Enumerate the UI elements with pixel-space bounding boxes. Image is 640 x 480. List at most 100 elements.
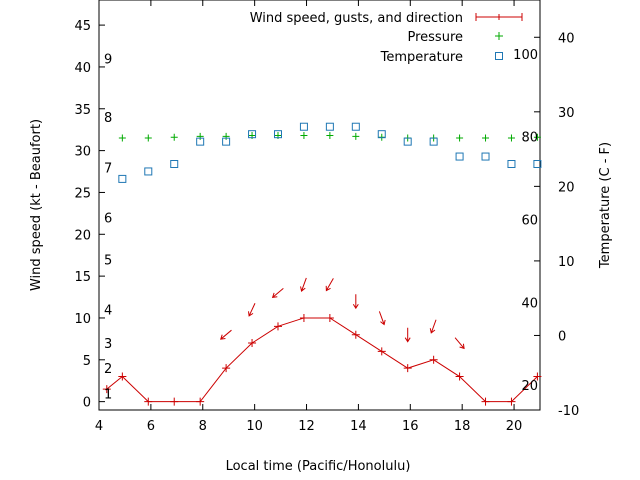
pressure-point: [533, 133, 541, 141]
wind-speed-point: [118, 372, 127, 381]
x-tick-label: 18: [454, 419, 471, 434]
pressure-point: [196, 132, 204, 140]
pressure-point: [326, 132, 334, 140]
wind-speed-point: [196, 397, 205, 406]
pressure-point: [456, 134, 464, 142]
tick-layer: [98, 0, 540, 411]
x-axis-label: Local time (Pacific/Honolulu): [226, 459, 411, 474]
wind-direction-arrow: [300, 277, 307, 292]
legend-wind-label: Wind speed, gusts, and direction: [250, 11, 463, 26]
x-tick-label: 16: [402, 419, 419, 434]
beaufort-label: 7: [104, 161, 112, 176]
x-tick-label: 20: [506, 419, 523, 434]
y-tick-label-right: -10: [558, 404, 579, 419]
wind-speed-point: [102, 385, 111, 394]
beaufort-label: 9: [104, 53, 112, 68]
wind-speed-point: [533, 372, 542, 381]
pressure-point: [118, 134, 126, 142]
pressure-point: [144, 134, 152, 142]
y-tick-label-left: 0: [83, 396, 91, 411]
wind-speed-point: [507, 397, 516, 406]
wind-speed-line: [106, 317, 538, 403]
temperature-point: [377, 130, 386, 139]
wind-direction-arrow: [352, 294, 359, 310]
beaufort-label: 3: [104, 337, 112, 352]
fahrenheit-label: 20: [521, 379, 538, 394]
temperature-point: [325, 122, 334, 131]
legend-wind-symbol: [475, 13, 523, 21]
y-tick-label-right: 40: [558, 31, 575, 46]
wind-direction-arrow: [248, 303, 256, 317]
wind-speed-point: [455, 372, 464, 381]
y-tick-label-left: 30: [74, 145, 91, 160]
beaufort-label: 5: [104, 253, 112, 268]
temperature-point: [196, 137, 205, 146]
temperature-point: [429, 137, 438, 146]
y-tick-label-left: 35: [74, 103, 91, 118]
wind-speed-point: [325, 313, 334, 322]
marks-layer: [102, 122, 542, 406]
temperature-point: [170, 160, 179, 168]
y-tick-label-left: 15: [74, 270, 91, 285]
y-tick-label-right: 20: [558, 180, 575, 195]
beaufort-label: 6: [104, 212, 112, 227]
temperature-point: [222, 137, 231, 146]
temperature-point: [403, 137, 412, 146]
y-tick-label-left: 10: [74, 312, 91, 327]
pressure-point: [170, 133, 178, 141]
x-tick-label: 6: [147, 419, 155, 434]
y-axis-label-right: Temperature (C - F): [598, 142, 613, 269]
wind-speed-point: [377, 347, 386, 356]
legend-temperature-symbol: [495, 52, 503, 60]
fahrenheit-label: 100: [513, 48, 538, 63]
plot-frame: [98, 0, 541, 411]
pressure-point: [222, 132, 230, 140]
wind-speed-point: [403, 364, 412, 373]
beaufort-label: 1: [104, 387, 112, 402]
y-tick-label-left: 45: [74, 19, 91, 34]
temperature-point: [118, 174, 127, 183]
pressure-point: [482, 134, 490, 142]
x-tick-label: 8: [199, 419, 207, 434]
wind-direction-arrow: [220, 329, 232, 340]
temperature-point: [481, 152, 490, 161]
wind-speed-point: [351, 330, 360, 339]
wind-direction-arrow: [404, 327, 411, 343]
temperature-point: [507, 160, 516, 168]
wind-speed-point: [248, 339, 257, 348]
temperature-point: [248, 130, 257, 139]
pressure-point: [352, 132, 360, 140]
legend: Wind speed, gusts, and direction Pressur…: [250, 11, 523, 65]
wind-speed-point: [481, 397, 490, 406]
x-tick-label: 14: [350, 419, 367, 434]
wind-speed-point: [429, 355, 438, 364]
temperature-point: [144, 167, 153, 176]
y-tick-label-left: 25: [74, 186, 91, 201]
wind-direction-arrow: [454, 337, 465, 350]
y-tick-label-right: 0: [558, 329, 566, 344]
temperature-point: [351, 122, 360, 131]
labels-layer: 4 6 8 10 12 14 16 18 20051015202530354045-100102…: [74, 19, 579, 434]
x-tick-label: 10: [246, 419, 263, 434]
wind-direction-arrow: [325, 278, 334, 292]
temperature-point: [533, 160, 542, 168]
x-tick-label: 12: [298, 419, 315, 434]
y-tick-label-left: 5: [83, 354, 91, 369]
y-tick-label-right: 30: [558, 106, 575, 121]
wind-direction-arrow: [429, 319, 437, 334]
y-tick-label-right: 10: [558, 255, 575, 270]
wind-direction-arrow: [378, 311, 386, 326]
fahrenheit-label: 60: [521, 213, 538, 228]
wind-speed-point: [222, 364, 231, 373]
legend-pressure-label: Pressure: [407, 30, 463, 45]
fahrenheit-label: 40: [521, 296, 538, 311]
y-tick-label-left: 20: [74, 228, 91, 243]
x-tick-label: 4: [95, 419, 103, 434]
y-tick-label-left: 40: [74, 61, 91, 76]
pressure-point: [300, 132, 308, 140]
beaufort-label: 8: [104, 111, 112, 126]
wind-speed-point: [170, 397, 179, 406]
temperature-point: [455, 152, 464, 161]
legend-pressure-symbol: [495, 32, 503, 40]
